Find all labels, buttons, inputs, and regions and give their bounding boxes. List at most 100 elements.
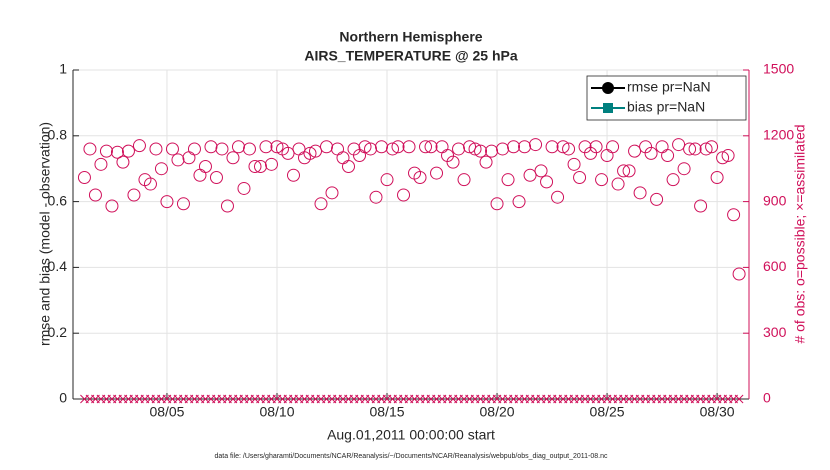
y-tick-label: 0.4: [48, 258, 68, 274]
possible-marker: [556, 140, 570, 154]
possible-marker: [331, 142, 345, 156]
possible-marker: [198, 160, 212, 174]
possible-marker: [391, 140, 405, 154]
possible-marker: [259, 140, 273, 154]
possible-marker: [171, 153, 185, 167]
possible-marker: [402, 140, 416, 154]
legend-label: rmse pr=NaN: [627, 79, 711, 95]
possible-marker: [512, 195, 526, 209]
possible-marker: [419, 140, 433, 154]
possible-marker: [589, 140, 603, 154]
possible-marker: [523, 168, 537, 182]
possible-marker: [628, 144, 642, 158]
possible-marker: [77, 170, 91, 184]
possible-marker: [226, 151, 240, 165]
possible-marker: [264, 157, 278, 171]
possible-marker: [710, 170, 724, 184]
y-tick-label: 0.8: [48, 127, 68, 143]
x-tick-label: 08/15: [369, 404, 404, 420]
possible-marker: [622, 164, 636, 178]
possible-marker: [187, 142, 201, 156]
possible-marker: [132, 139, 146, 153]
possible-marker: [424, 140, 438, 154]
possible-marker: [121, 144, 135, 158]
possible-marker: [606, 140, 620, 154]
possible-marker: [320, 140, 333, 154]
possible-marker: [88, 188, 102, 202]
possible-marker: [281, 146, 295, 160]
possible-marker: [369, 190, 383, 204]
possible-marker: [562, 142, 576, 156]
x-tick-label: 08/30: [700, 404, 735, 420]
possible-marker: [732, 267, 746, 281]
y2-tick-label: 600: [763, 258, 787, 274]
possible-marker: [204, 140, 218, 154]
possible-marker: [468, 142, 482, 156]
y-tick-label: 0: [59, 390, 67, 406]
possible-marker: [688, 142, 702, 156]
y2-tick-label: 0: [763, 390, 771, 406]
x-tick-label: 08/05: [149, 404, 184, 420]
possible-marker: [463, 140, 477, 154]
possible-marker: [231, 140, 245, 154]
possible-marker: [479, 155, 493, 169]
legend-marker: [602, 82, 614, 94]
possible-marker: [694, 199, 708, 213]
possible-marker: [325, 186, 339, 200]
possible-marker: [452, 142, 466, 156]
possible-marker: [721, 149, 735, 163]
legend-marker: [603, 103, 613, 113]
possible-marker: [176, 197, 190, 211]
possible-marker: [397, 188, 411, 202]
possible-marker: [292, 142, 306, 156]
possible-marker: [490, 197, 504, 211]
possible-marker: [270, 140, 284, 154]
possible-marker: [677, 162, 691, 176]
possible-marker: [160, 195, 174, 209]
possible-marker: [644, 146, 658, 160]
possible-marker: [83, 142, 97, 156]
possible-marker: [474, 144, 488, 158]
possible-marker: [364, 142, 378, 156]
y-tick-label: 0.6: [48, 192, 68, 208]
possible-marker: [237, 181, 251, 195]
possible-marker: [446, 155, 460, 169]
possible-marker: [193, 168, 207, 182]
possible-marker: [94, 157, 108, 171]
possible-marker: [545, 140, 559, 154]
possible-marker: [683, 142, 697, 156]
possible-marker: [303, 146, 317, 160]
possible-marker: [705, 140, 719, 154]
possible-marker: [595, 173, 609, 187]
possible-marker: [534, 164, 548, 178]
y-axis-label: rmse and bias (model - observation): [37, 122, 53, 346]
possible-marker: [308, 144, 322, 158]
chart-title: Northern Hemisphere: [339, 29, 482, 45]
possible-marker: [413, 170, 427, 184]
legend-box: [586, 75, 747, 121]
y2-tick-label: 1500: [763, 61, 794, 77]
possible-marker: [573, 170, 587, 184]
possible-marker: [358, 140, 372, 154]
possible-marker: [727, 208, 741, 222]
possible-marker: [666, 173, 680, 187]
possible-marker: [716, 151, 730, 165]
possible-marker: [529, 138, 543, 152]
possible-marker: [633, 186, 647, 200]
possible-marker: [105, 199, 119, 213]
possible-marker: [110, 145, 124, 159]
possible-marker: [165, 142, 179, 156]
chart-subtitle: AIRS_TEMPERATURE @ 25 hPa: [304, 48, 518, 64]
possible-marker: [650, 192, 664, 206]
y-tick-label: 0.2: [48, 324, 68, 340]
possible-marker: [655, 140, 669, 154]
possible-marker: [248, 160, 262, 174]
possible-marker: [611, 177, 625, 191]
possible-marker: [253, 160, 267, 174]
possible-marker: [567, 157, 581, 171]
possible-marker: [551, 190, 565, 204]
possible-marker: [457, 173, 471, 187]
possible-marker: [501, 173, 515, 187]
y2-tick-label: 1200: [763, 127, 794, 143]
